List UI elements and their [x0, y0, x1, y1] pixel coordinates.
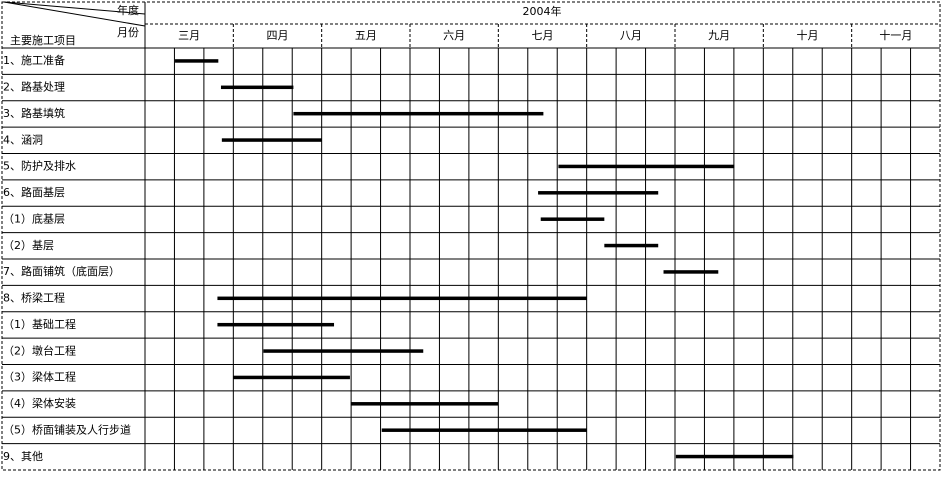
- month-label: 九月: [708, 29, 730, 42]
- task-label: （1）基础工程: [3, 318, 76, 331]
- task-label: （4）梁体安装: [3, 396, 76, 410]
- corner-bottom: 月份: [117, 26, 139, 39]
- month-label: 八月: [620, 29, 642, 42]
- outer-border: [1, 1, 941, 471]
- task-label: （3）梁体工程: [3, 370, 76, 384]
- task-bar: [663, 270, 719, 274]
- month-label: 三月: [178, 29, 200, 42]
- task-bar: [381, 428, 587, 432]
- task-bar: [675, 454, 794, 459]
- month-label: 十月: [797, 28, 819, 42]
- task-bar: [217, 296, 587, 301]
- corner-diagonal: [3, 1, 146, 27]
- month-label: 十一月: [879, 28, 912, 42]
- task-label: 6、路面基层: [3, 186, 65, 199]
- task-bar: [558, 164, 735, 169]
- task-bar: [293, 111, 544, 116]
- month-label: 七月: [532, 29, 554, 42]
- task-label: 1、施工准备: [3, 53, 65, 67]
- corner-top: 年度: [117, 3, 139, 17]
- task-bar: [233, 375, 350, 380]
- year-label: 2004年: [523, 4, 562, 18]
- task-label: （1）底基层: [3, 211, 65, 225]
- task-bar: [217, 322, 335, 327]
- task-label: （5）桥面铺装及人行步道: [3, 422, 131, 436]
- task-bar: [220, 85, 294, 90]
- row-header: 主要施工项目: [10, 34, 76, 47]
- task-label: 3、路基填筑: [3, 106, 65, 120]
- task-label: 8、桥梁工程: [3, 291, 65, 305]
- corner-diagonal: [3, 1, 146, 15]
- task-label: （2）基层: [3, 239, 54, 252]
- month-label: 四月: [267, 29, 289, 42]
- task-bar: [538, 191, 659, 195]
- task-label: （2）墩台工程: [3, 343, 76, 357]
- task-bar: [263, 349, 424, 353]
- month-label: 五月: [355, 29, 377, 42]
- task-bar: [350, 402, 499, 406]
- task-label: 9、其他: [3, 450, 43, 463]
- month-label: 六月: [443, 29, 465, 42]
- task-label: 7、路面铺筑（底面层）: [3, 264, 120, 278]
- task-label: 5、防护及排水: [3, 159, 76, 173]
- task-bar: [175, 59, 219, 63]
- task-bar: [221, 138, 322, 142]
- task-label: 4、涵洞: [3, 132, 43, 146]
- task-bar: [540, 217, 605, 221]
- task-bar: [604, 243, 659, 248]
- task-label: 2、路基处理: [3, 81, 65, 94]
